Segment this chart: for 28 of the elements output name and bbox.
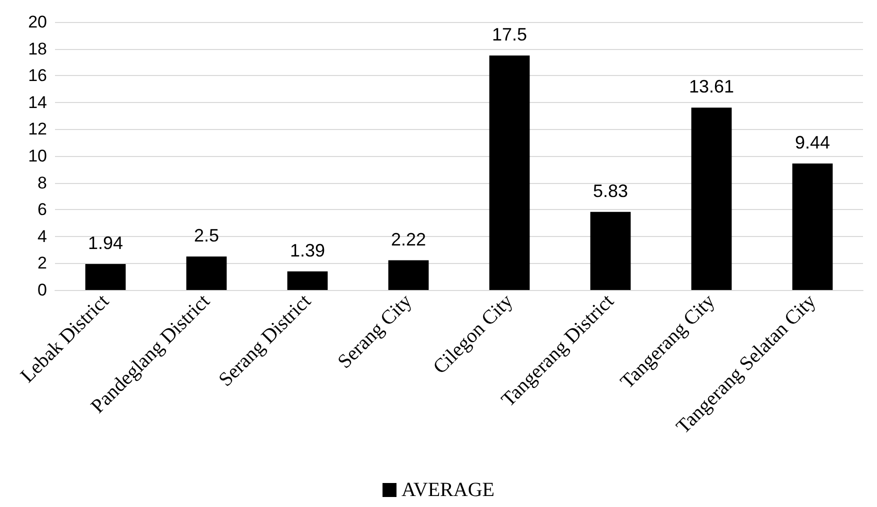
y-tick-label: 0 — [38, 280, 47, 300]
data-label: 5.83 — [592, 180, 628, 201]
y-tick-label: 2 — [38, 254, 47, 273]
data-label: 1.94 — [88, 233, 124, 254]
y-tick-label: 12 — [28, 120, 47, 139]
data-label: 13.61 — [688, 76, 734, 97]
data-label: 2.5 — [194, 226, 220, 246]
legend-label: AVERAGE — [402, 479, 494, 501]
data-label: 9.44 — [794, 132, 830, 153]
bar — [792, 164, 833, 290]
bar — [489, 56, 530, 290]
bar — [388, 260, 429, 290]
data-label: 1.39 — [290, 240, 326, 260]
bar — [85, 264, 126, 290]
y-tick-label: 20 — [28, 12, 47, 32]
y-tick-label: 6 — [38, 200, 47, 220]
bar — [590, 212, 631, 290]
y-tick-label: 14 — [28, 92, 47, 112]
data-label: 2.22 — [390, 229, 426, 250]
y-tick-label: 4 — [38, 226, 47, 246]
bar — [287, 271, 328, 290]
y-tick-label: 10 — [28, 146, 47, 166]
y-tick-label: 8 — [38, 173, 47, 192]
bar — [691, 108, 732, 290]
y-tick-label: 16 — [28, 66, 47, 86]
bar — [186, 256, 227, 290]
data-label: 17.5 — [492, 24, 528, 44]
y-tick-label: 18 — [28, 39, 47, 58]
